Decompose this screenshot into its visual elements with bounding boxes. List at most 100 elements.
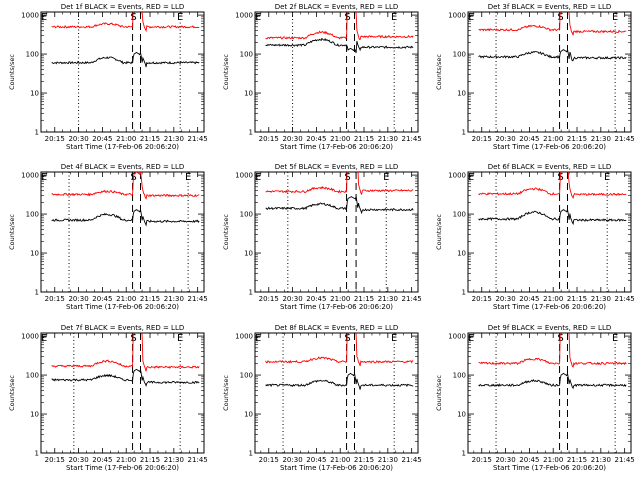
annotation-s: S <box>130 12 136 23</box>
x-tick-label: 21:30 <box>164 295 184 303</box>
x-tick-label: 20:45 <box>306 456 326 464</box>
panel-det-2: Det 2f BLACK = Events, RED = LLD 1 10 100 10… <box>222 3 422 151</box>
annotation-e-left: E <box>41 172 47 183</box>
annotation-s: S <box>344 12 350 23</box>
y-tick-label: 100 <box>240 51 253 59</box>
y-tick-label: 100 <box>240 372 253 380</box>
plot-frame <box>467 332 632 454</box>
y-tick-label: 1 <box>249 129 253 137</box>
y-tick-label: 10 <box>30 90 39 98</box>
x-tick-label: 20:15 <box>45 295 65 303</box>
panel-title: Det 1f BLACK = Events, RED = LLD <box>61 3 184 11</box>
x-tick-label: 21:30 <box>378 456 398 464</box>
x-tick-label: 20:45 <box>519 135 539 143</box>
x-tick-label: 21:45 <box>402 135 422 143</box>
events-series-line <box>51 367 200 387</box>
y-tick-label: 10 <box>30 250 39 258</box>
panel-title: Det 5f BLACK = Events, RED = LLD <box>275 163 398 171</box>
x-tick-label: 21:30 <box>378 135 398 143</box>
y-axis-label: Counts/sec <box>435 214 443 250</box>
x-tick-label: 21:00 <box>543 295 563 303</box>
x-tick-label: 21:15 <box>354 295 374 303</box>
y-axis-label: Counts/sec <box>435 375 443 411</box>
annotation-e-left: E <box>468 12 474 23</box>
x-tick-label: 20:45 <box>92 456 112 464</box>
x-axis-label: Start Time (17-Feb-06 20:06:20) <box>280 143 393 151</box>
x-tick-label: 20:30 <box>282 135 302 143</box>
x-tick-label: 20:45 <box>306 295 326 303</box>
y-tick-label: 1000 <box>21 12 39 20</box>
annotation-e: E <box>391 12 397 23</box>
y-tick-label: 100 <box>453 51 466 59</box>
annotation-e: E <box>612 333 618 344</box>
y-tick-label: 1 <box>462 129 466 137</box>
x-tick-label: 20:15 <box>45 135 65 143</box>
x-tick-label: 20:30 <box>68 295 88 303</box>
x-tick-label: 21:00 <box>330 295 350 303</box>
y-axis-label: Counts/sec <box>222 54 230 90</box>
y-tick-label: 100 <box>26 211 39 219</box>
y-tick-label: 1000 <box>21 333 39 341</box>
plot-frame <box>40 11 205 133</box>
y-tick-label: 1000 <box>235 333 253 341</box>
annotation-e-left: E <box>41 12 47 23</box>
x-tick-label: 20:45 <box>519 456 539 464</box>
x-axis-label: Start Time (17-Feb-06 20:06:20) <box>66 464 179 472</box>
panel-det-4: Det 4f BLACK = Events, RED = LLD 1 10 100 10… <box>8 163 208 311</box>
y-tick-label: 1 <box>35 289 39 297</box>
y-tick-label: 1 <box>35 129 39 137</box>
panel-title: Det 7f BLACK = Events, RED = LLD <box>61 324 184 332</box>
annotation-e: E <box>391 333 397 344</box>
events-series-line <box>265 196 414 215</box>
y-tick-label: 100 <box>26 372 39 380</box>
y-tick-label: 100 <box>26 51 39 59</box>
x-tick-label: 21:15 <box>140 456 160 464</box>
x-tick-label: 21:45 <box>188 135 208 143</box>
lld-series-line <box>51 172 200 200</box>
x-axis-label: Start Time (17-Feb-06 20:06:20) <box>493 143 606 151</box>
x-tick-label: 21:15 <box>567 456 587 464</box>
x-tick-label: 21:30 <box>591 295 611 303</box>
plot-frame <box>40 332 205 454</box>
annotation-e: E <box>604 172 610 183</box>
y-tick-label: 10 <box>457 250 466 258</box>
lld-series-line <box>265 172 414 196</box>
panel-title: Det 6f BLACK = Events, RED = LLD <box>488 163 611 171</box>
x-tick-label: 20:45 <box>519 295 539 303</box>
x-tick-label: 21:45 <box>188 456 208 464</box>
x-axis-label: Start Time (17-Feb-06 20:06:20) <box>66 143 179 151</box>
y-tick-label: 1000 <box>448 333 466 341</box>
x-tick-label: 20:30 <box>282 295 302 303</box>
y-axis-label: Counts/sec <box>222 214 230 250</box>
panel-det-9: Det 9f BLACK = Events, RED = LLD 1 10 100 10… <box>435 324 635 472</box>
x-axis-label: Start Time (17-Feb-06 20:06:20) <box>280 303 393 311</box>
y-tick-label: 1000 <box>448 172 466 180</box>
annotation-s: S <box>344 172 350 183</box>
x-axis-label: Start Time (17-Feb-06 20:06:20) <box>493 464 606 472</box>
x-axis-label: Start Time (17-Feb-06 20:06:20) <box>66 303 179 311</box>
y-tick-label: 1 <box>249 450 253 458</box>
x-tick-label: 20:15 <box>472 295 492 303</box>
x-tick-label: 20:15 <box>259 135 279 143</box>
annotation-e-left: E <box>255 12 261 23</box>
x-tick-label: 21:00 <box>330 135 350 143</box>
panel-det-6: Det 6f BLACK = Events, RED = LLD 1 10 100 10… <box>435 163 635 311</box>
panel-title: Det 9f BLACK = Events, RED = LLD <box>488 324 611 332</box>
y-tick-label: 10 <box>457 90 466 98</box>
x-tick-label: 21:15 <box>567 295 587 303</box>
annotation-s: S <box>557 333 563 344</box>
x-tick-label: 21:30 <box>591 456 611 464</box>
y-tick-label: 100 <box>453 372 466 380</box>
events-series-line <box>265 371 414 390</box>
lld-series-line <box>51 12 200 33</box>
x-tick-label: 20:15 <box>472 135 492 143</box>
lld-series-line <box>478 12 627 36</box>
x-tick-label: 21:15 <box>140 135 160 143</box>
x-tick-label: 21:45 <box>188 295 208 303</box>
x-tick-label: 20:30 <box>495 456 515 464</box>
x-tick-label: 20:30 <box>495 135 515 143</box>
annotation-e: E <box>383 172 389 183</box>
y-axis-label: Counts/sec <box>8 375 16 411</box>
x-tick-label: 20:15 <box>259 456 279 464</box>
